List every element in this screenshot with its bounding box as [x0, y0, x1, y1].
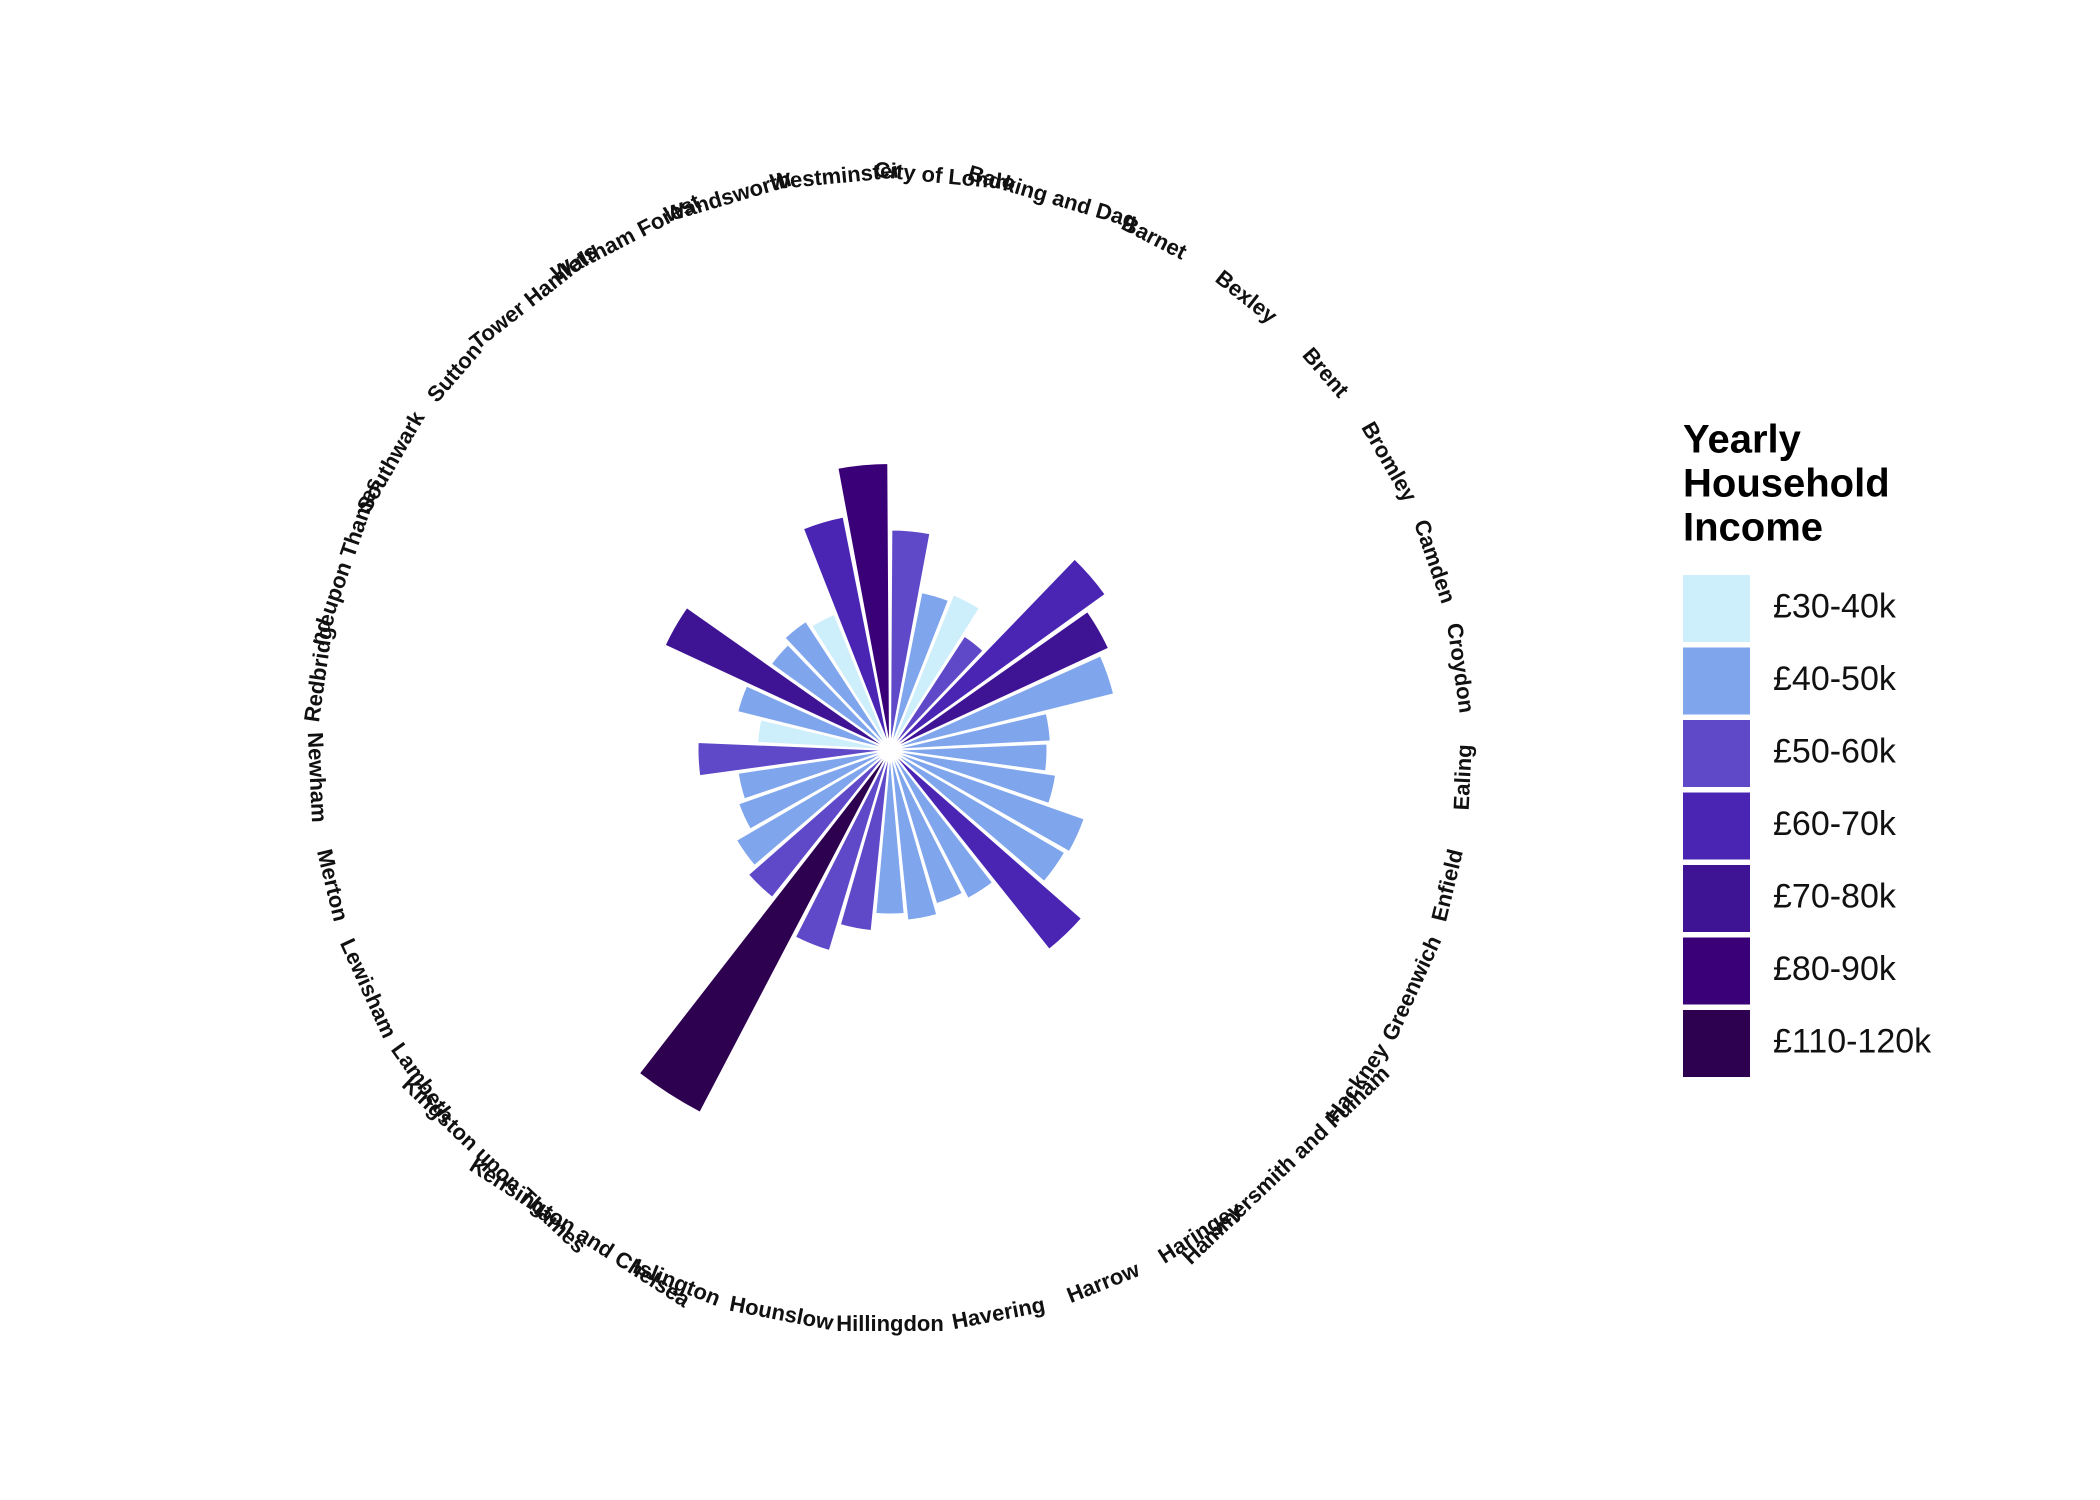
legend-entry-label: £50-60k — [1773, 732, 1897, 770]
bar-newham — [696, 740, 891, 778]
legend-entry-label: £80-90k — [1773, 950, 1897, 988]
bar-tower-hamlets — [782, 619, 891, 751]
tick-label-lewisham: Lewisham — [335, 935, 402, 1042]
legend-entry-label: £40-50k — [1773, 660, 1897, 698]
tick-label-havering: Havering — [950, 1292, 1047, 1334]
bar-richmond-upon-thames — [735, 684, 891, 751]
legend-entry-label: £60-70k — [1773, 805, 1897, 843]
bar-hackney — [889, 749, 1067, 884]
bar-croydon — [889, 711, 1052, 751]
bar-bromley — [889, 609, 1111, 751]
tick-label-bexley: Bexley — [1211, 265, 1283, 329]
bar-southwark — [663, 605, 891, 751]
legend-swatch — [1683, 937, 1750, 1005]
bar-brent — [889, 557, 1108, 751]
bar-wandsworth — [801, 515, 891, 751]
bar-ealing — [889, 742, 1049, 773]
tick-label-croydon: Croydon — [1442, 621, 1480, 714]
bar-barnet — [889, 593, 982, 751]
tick-label-camden: Camden — [1409, 516, 1461, 606]
bar-camden — [889, 653, 1116, 751]
legend-title-line: Household — [1683, 462, 1890, 506]
bar-hillingdon — [874, 749, 906, 916]
tick-label-harrow: Harrow — [1063, 1256, 1143, 1308]
bar-islington — [793, 749, 891, 953]
bar-haringey — [889, 749, 995, 901]
legend-title-line: Income — [1683, 506, 1823, 550]
bar-harrow — [889, 749, 965, 906]
legend-swatch — [1683, 575, 1750, 642]
bar-kingston-upon-thames — [746, 749, 891, 900]
tick-label-barking-and-dagenham: Barking and Dag — [965, 160, 1140, 233]
tick-label-barnet: Barnet — [1118, 210, 1192, 264]
tick-label-hillingdon: Hillingdon — [836, 1311, 944, 1336]
legend-title-line: Yearly — [1683, 418, 1802, 462]
bar-group — [637, 462, 1116, 1115]
bar-waltham-forest — [809, 612, 891, 751]
bar-westminster — [836, 462, 891, 751]
legend-swatch — [1683, 865, 1750, 932]
legend-swatch — [1683, 792, 1750, 860]
tick-label-merton: Merton — [312, 847, 354, 924]
bar-sutton — [769, 642, 891, 751]
legend-swatch — [1683, 720, 1750, 787]
tick-label-greenwich: Greenwich — [1377, 932, 1446, 1045]
legend-entry-label: £70-80k — [1773, 877, 1897, 915]
legend-swatch — [1683, 647, 1750, 715]
tick-label-brent: Brent — [1298, 342, 1355, 402]
tick-label-westminster: Westminster — [768, 157, 902, 194]
bar-merton — [736, 749, 891, 801]
bar-kensington-and-chelsea — [637, 749, 891, 1115]
tick-label-bromley: Bromley — [1357, 417, 1423, 506]
tick-label-ealing: Ealing — [1449, 744, 1477, 811]
bar-enfield — [889, 749, 1058, 806]
bar-hammersmith-and-fulham — [889, 749, 1084, 952]
legend-entry-label: £30-40k — [1773, 587, 1897, 625]
tick-label-enfield: Enfield — [1426, 847, 1468, 924]
bar-havering — [889, 749, 939, 922]
legend-entry-label: £110-120k — [1773, 1022, 1932, 1060]
bar-bexley — [889, 634, 986, 751]
legend-swatch — [1683, 1010, 1750, 1077]
bar-greenwich — [889, 749, 1087, 854]
bar-lewisham — [736, 749, 891, 832]
bar-lambeth — [734, 749, 891, 868]
tick-label-southwark: Southwark — [352, 406, 430, 517]
tick-label-newham: Newham — [303, 731, 332, 823]
tick-label-hounslow: Hounslow — [728, 1291, 837, 1336]
bar-barking-and-dagenham — [889, 590, 951, 751]
